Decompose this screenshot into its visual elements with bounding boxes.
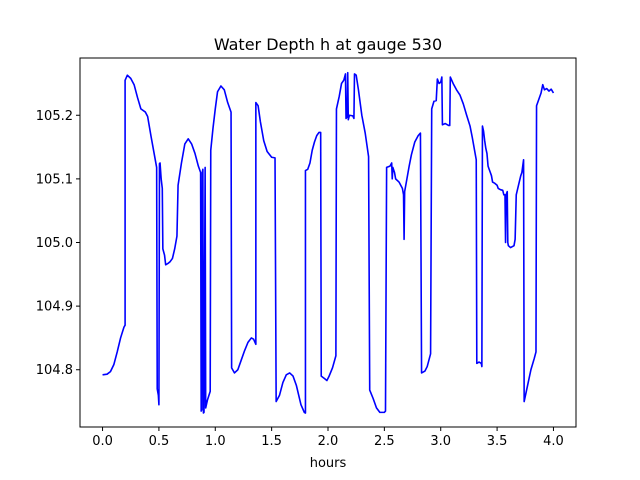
x-tick-label: 1.5 <box>261 434 282 449</box>
x-axis-label: hours <box>310 456 347 471</box>
y-tick-label: 104.8 <box>36 363 73 378</box>
chart-title: Water Depth h at gauge 530 <box>214 35 442 54</box>
x-axis: 0.0 0.5 1.0 1.5 2.0 2.5 3.0 3.5 4.0 <box>92 427 564 449</box>
series-line-water-depth <box>102 71 555 414</box>
y-tick-label: 104.9 <box>36 300 73 315</box>
x-tick-label: 2.0 <box>318 434 339 449</box>
x-tick-label: 3.5 <box>487 434 508 449</box>
y-tick-label: 105.2 <box>36 109 73 124</box>
y-axis: 104.8 104.9 105.0 105.1 105.2 <box>36 109 80 378</box>
x-tick-label: 1.0 <box>205 434 226 449</box>
x-tick-label: 4.0 <box>543 434 564 449</box>
x-tick-label: 3.0 <box>430 434 451 449</box>
y-tick-label: 105.1 <box>36 172 73 187</box>
x-tick-label: 2.5 <box>374 434 395 449</box>
x-tick-label: 0.5 <box>149 434 170 449</box>
y-tick-label: 105.0 <box>36 236 73 251</box>
x-tick-label: 0.0 <box>92 434 113 449</box>
